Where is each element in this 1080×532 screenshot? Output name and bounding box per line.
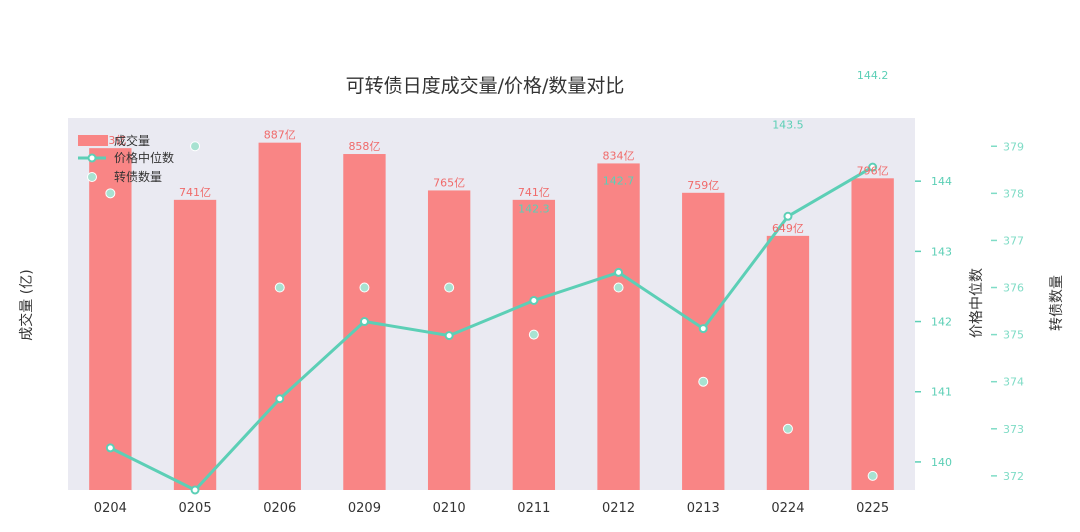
price-point bbox=[529, 295, 539, 305]
y3-tick-label: 379 bbox=[1003, 140, 1024, 153]
bar-value-label: 858亿 bbox=[348, 140, 380, 153]
y3-tick-label: 376 bbox=[1003, 282, 1024, 295]
y3-tick-label: 374 bbox=[1003, 376, 1024, 389]
price-value-label: 144.2 bbox=[857, 69, 889, 82]
bar-value-label: 741亿 bbox=[179, 186, 211, 199]
x-tick-label: 0210 bbox=[433, 501, 466, 516]
bar-value-label: 741亿 bbox=[518, 186, 550, 199]
bar-volume bbox=[682, 192, 725, 491]
bar-value-label: 649亿 bbox=[772, 222, 804, 235]
x-tick-label: 0225 bbox=[856, 501, 889, 516]
price-line-layer bbox=[105, 162, 878, 495]
x-tick-label: 0212 bbox=[602, 501, 635, 516]
x-tick-label: 0213 bbox=[687, 501, 720, 516]
price-point bbox=[359, 317, 369, 327]
y2-tick-label: 143 bbox=[931, 245, 952, 258]
x-tick-label: 0211 bbox=[517, 501, 550, 516]
chart-title: 可转债日度成交量/价格/数量对比 bbox=[346, 75, 625, 97]
legend-marker-price bbox=[87, 153, 97, 163]
bar-volume bbox=[258, 142, 301, 490]
count-point bbox=[105, 188, 116, 199]
bar-value-label: 834亿 bbox=[603, 149, 635, 162]
y2-tick-label: 142 bbox=[931, 316, 952, 329]
price-value-label: 142.3 bbox=[518, 202, 550, 215]
legend-swatch-volume bbox=[78, 135, 108, 146]
bar-volume bbox=[173, 199, 217, 490]
count-point bbox=[698, 376, 709, 387]
bar-volume bbox=[89, 148, 132, 490]
bar-value-label: 765亿 bbox=[433, 176, 465, 189]
legend-label-volume: 成交量 bbox=[114, 133, 150, 148]
y2-tick-label: 144 bbox=[931, 175, 952, 188]
y3-tick-label: 375 bbox=[1003, 329, 1024, 342]
price-point bbox=[783, 211, 793, 221]
bar-value-label: 759亿 bbox=[687, 179, 719, 192]
bar-volume bbox=[512, 199, 556, 490]
y-axis-title-left: 成交量 (亿) bbox=[18, 269, 35, 340]
y-axis-title-right: 价格中位数 bbox=[969, 268, 985, 338]
count-point bbox=[359, 282, 370, 293]
x-tick-label: 0204 bbox=[94, 501, 127, 516]
count-point bbox=[782, 423, 793, 434]
y3-tick-label: 372 bbox=[1003, 470, 1024, 483]
price-line bbox=[109, 165, 874, 492]
y-axis-title-right2: 转债数量 bbox=[1049, 275, 1065, 331]
bar-value-label: 887亿 bbox=[264, 129, 296, 142]
x-tick-label: 0224 bbox=[771, 501, 804, 516]
legend-marker-count bbox=[87, 172, 97, 182]
price-point bbox=[275, 394, 285, 404]
price-point bbox=[190, 485, 200, 495]
price-point bbox=[868, 162, 878, 172]
count-points-layer bbox=[105, 141, 878, 481]
y3-tick-label: 378 bbox=[1003, 187, 1024, 200]
x-tick-label: 0209 bbox=[348, 501, 381, 516]
y3-tick-label: 377 bbox=[1003, 234, 1024, 247]
price-value-label: 142.7 bbox=[603, 174, 635, 187]
data-labels-layer: 873亿741亿887亿858亿765亿741亿834亿759亿649亿796亿… bbox=[94, 69, 888, 235]
bar-value-label: 796亿 bbox=[857, 164, 889, 177]
y-axis-right-ticks: 140 141 142 143 144 bbox=[915, 175, 952, 469]
count-point bbox=[528, 329, 539, 340]
legend-label-price: 价格中位数 bbox=[114, 150, 174, 165]
count-point bbox=[190, 141, 201, 152]
x-tick-label: 0206 bbox=[263, 501, 296, 516]
count-point bbox=[274, 282, 285, 293]
y3-tick-label: 373 bbox=[1003, 423, 1024, 436]
count-point bbox=[867, 470, 878, 481]
legend: 成交量 价格中位数 转债数量 bbox=[78, 133, 174, 184]
legend-label-count: 转债数量 bbox=[114, 169, 162, 184]
price-point bbox=[698, 324, 708, 334]
count-point bbox=[613, 282, 624, 293]
count-point bbox=[444, 282, 455, 293]
bar-volume bbox=[597, 163, 640, 490]
y2-tick-label: 140 bbox=[931, 456, 952, 469]
price-point bbox=[105, 443, 115, 453]
price-value-label: 143.5 bbox=[772, 118, 804, 131]
bar-volume bbox=[427, 190, 471, 490]
x-tick-label: 0205 bbox=[179, 501, 212, 516]
price-point bbox=[614, 267, 624, 277]
y2-tick-label: 141 bbox=[931, 386, 952, 399]
price-point bbox=[444, 331, 454, 341]
bar-volume bbox=[766, 235, 810, 490]
y-axis-right2-ticks: 372 373 374 375 376 377 378 379 bbox=[991, 140, 1024, 483]
bar-volume bbox=[851, 178, 894, 490]
x-axis-ticks: 0204 0205 0206 0209 0210 0211 0212 0213 0224 0225 bbox=[94, 501, 889, 516]
